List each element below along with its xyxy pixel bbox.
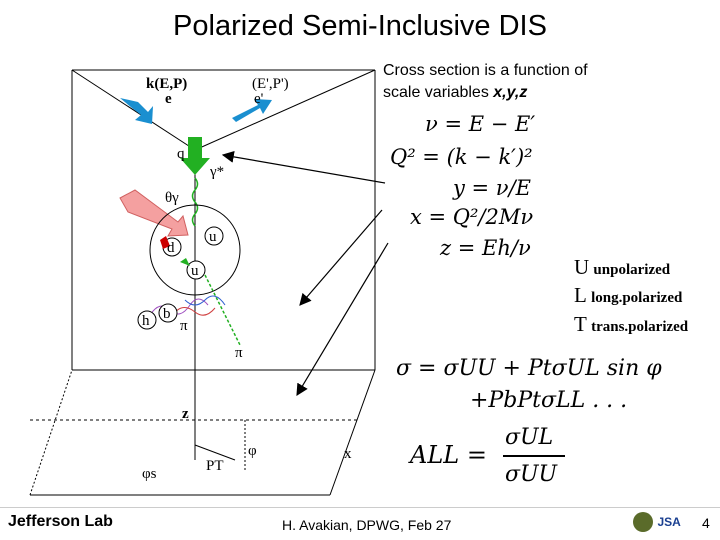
jsa-logo: JSA	[657, 515, 681, 529]
arrow-to-photon	[221, 150, 386, 184]
label-gamma: γ*	[209, 164, 224, 180]
eq-q2: Q² = (k − k′)²	[390, 145, 533, 169]
eq-nu: ν = E − E′	[425, 112, 536, 136]
label-phi-s: φs	[142, 466, 157, 482]
label-u2: u	[191, 263, 199, 279]
fragmentation-purple	[149, 298, 209, 316]
quark-u1-circle	[204, 226, 224, 246]
quark-u2-circle	[186, 260, 206, 280]
cross-section-line1: σ = σUU + PtσUL sin φ	[396, 356, 662, 381]
label-pi1: π	[180, 318, 188, 334]
label-pi2: π	[235, 345, 243, 361]
label-theta: θγ	[165, 190, 179, 206]
all-denominator: σUU	[505, 462, 558, 487]
label-h: h	[142, 313, 150, 329]
label-outgoing-e: e'	[254, 91, 264, 107]
legend-l: L long.polarized	[574, 283, 683, 307]
subtitle-vars: x,y,z	[493, 84, 528, 101]
footer-divider	[0, 507, 720, 508]
quark-spin-red-icon	[160, 236, 170, 249]
label-x: x	[344, 446, 352, 462]
subtitle-line2: scale variables x,y,z	[383, 82, 683, 104]
hadron-h-circle	[137, 310, 157, 330]
arrow-to-pion	[299, 209, 383, 306]
cross-section-line2: +PbPtσLL . . .	[470, 388, 628, 413]
nucleon-circle	[149, 204, 241, 296]
jefferson-lab-logo: Jefferson Lab	[8, 513, 113, 530]
doe-seal-icon	[633, 512, 653, 532]
photon-wave	[191, 177, 199, 227]
all-numerator: σUL	[505, 425, 554, 450]
slide-title: Polarized Semi-Inclusive DIS	[173, 10, 547, 42]
label-pt: PT	[206, 458, 224, 474]
struck-quark-line	[204, 274, 241, 346]
label-q: q	[177, 146, 185, 162]
incoming-electron-line	[71, 69, 196, 151]
label-z: z	[182, 406, 189, 422]
label-b: b	[163, 306, 171, 322]
eq-x: x = Q²/2Mν	[410, 205, 534, 229]
eq-z: z = Eh/ν	[440, 236, 531, 260]
lab-icons: JSA	[633, 512, 681, 532]
label-phi: φ	[248, 443, 257, 459]
eq-y: y = ν/E	[453, 176, 531, 200]
pt-line	[194, 444, 236, 461]
hadron-b-circle	[158, 303, 178, 323]
legend-u: U unpolarized	[574, 255, 671, 279]
subtitle-line1: Cross section is a function of	[383, 62, 588, 79]
outgoing-electron-arrow	[232, 99, 272, 122]
subtitle-prefix: scale variables	[383, 84, 494, 101]
incoming-electron-arrow	[120, 98, 153, 124]
all-lhs: ALL =	[410, 441, 487, 469]
quark-spin-green-icon	[180, 258, 190, 266]
outgoing-electron-line	[194, 69, 376, 151]
page-number: 4	[702, 515, 710, 531]
all-fraction-bar	[503, 455, 565, 457]
label-incoming: k(E,P)	[146, 76, 187, 92]
label-u1: u	[209, 229, 217, 245]
frame	[29, 69, 376, 496]
footer-text: H. Avakian, DPWG, Feb 27	[282, 517, 452, 533]
photon-arrow	[180, 137, 210, 175]
label-incoming-e: e	[165, 91, 172, 107]
fragmentation-blue	[184, 295, 226, 306]
legend-t: T trans.polarized	[574, 312, 689, 336]
subtitle: Cross section is a function of scale var…	[383, 60, 683, 104]
hadron-arrow	[119, 189, 189, 237]
label-d: d	[167, 240, 175, 256]
arrow-to-hadron	[296, 242, 389, 397]
label-outgoing: (E',P')	[252, 76, 289, 92]
